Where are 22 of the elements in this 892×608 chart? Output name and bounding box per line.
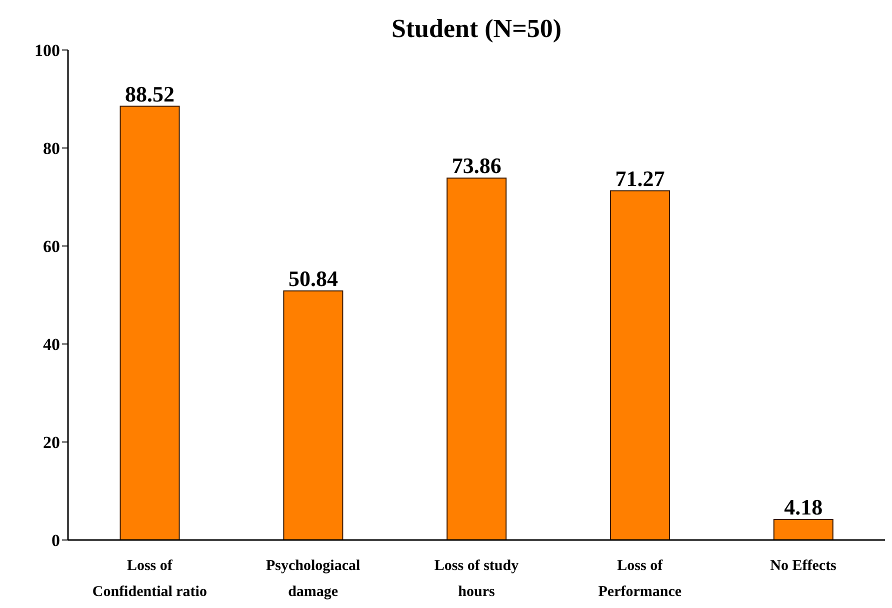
y-tick-label: 20 <box>43 433 60 452</box>
y-tick-label: 60 <box>43 237 60 256</box>
data-label: 73.86 <box>452 153 502 178</box>
y-tick-label: 80 <box>43 139 60 158</box>
x-tick-label: Loss of Confidential ratio <box>92 558 207 600</box>
data-label: 88.52 <box>125 81 175 106</box>
data-label: 4.18 <box>784 494 823 520</box>
x-tick-label: No Effects <box>770 558 837 574</box>
x-tick-label: Psychologiacal damage <box>266 558 360 600</box>
bar <box>446 178 507 540</box>
bar <box>120 106 180 540</box>
data-label: 50.84 <box>288 266 338 291</box>
bar <box>283 290 344 540</box>
data-label: 71.27 <box>615 166 665 191</box>
x-tick-label: Loss of Performance <box>598 558 682 600</box>
y-tick-label: 40 <box>43 335 60 354</box>
x-tick-label: Loss of study hours <box>434 558 520 600</box>
y-tick-label: 0 <box>52 531 60 550</box>
chart-title: Student (N=50) <box>390 14 563 44</box>
bar <box>773 519 834 540</box>
bar <box>610 190 670 540</box>
y-tick-label: 100 <box>34 41 60 60</box>
